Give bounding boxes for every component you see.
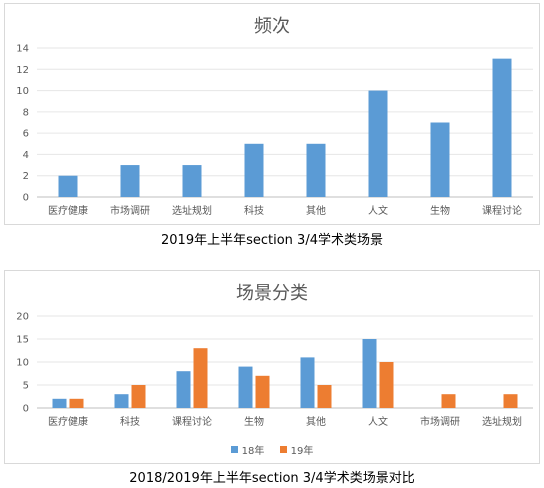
y-tick-label: 10 — [16, 86, 29, 97]
bar — [182, 165, 202, 197]
x-tick-label: 人文 — [368, 415, 388, 428]
y-tick-label: 2 — [23, 171, 29, 182]
bar — [193, 348, 208, 408]
bar — [255, 375, 270, 408]
bar — [69, 398, 84, 408]
bar — [176, 371, 191, 408]
legend: 18年 19年 — [5, 442, 539, 457]
bar — [362, 339, 377, 408]
y-tick-label: 0 — [23, 404, 29, 415]
legend-label: 18年 — [241, 446, 265, 457]
x-tick-label: 其他 — [306, 204, 326, 217]
y-tick-label: 0 — [23, 193, 29, 204]
y-tick-label: 20 — [16, 312, 29, 323]
x-tick-label: 选址规划 — [172, 204, 212, 217]
y-tick-label: 6 — [23, 129, 29, 140]
bar — [441, 394, 456, 408]
legend-swatch — [230, 446, 238, 453]
bar — [120, 165, 140, 197]
x-tick-label: 选址规划 — [482, 415, 522, 428]
bar — [379, 362, 394, 408]
bar — [430, 122, 450, 197]
chart-caption: 2018/2019年上半年section 3/4学术类场景对比 — [129, 471, 415, 486]
bar — [58, 175, 78, 197]
x-tick-label: 生物 — [244, 415, 264, 428]
x-tick-label: 市场调研 — [110, 204, 150, 217]
chart-caption: 2019年上半年section 3/4学术类场景 — [161, 233, 383, 248]
x-tick-label: 科技 — [120, 415, 140, 428]
bar — [244, 143, 264, 197]
chart-scene-comparison-plot: 0 5 10 15 20 医疗健康 科技 课程讨论 生物 其他 人文 市场调研 选址规划 — [16, 312, 533, 428]
x-tick-label: 课程讨论 — [482, 204, 522, 217]
x-tick-label: 其他 — [306, 415, 326, 428]
x-tick-label: 医疗健康 — [48, 204, 88, 217]
bar — [503, 394, 518, 408]
legend-item: 18年 — [230, 442, 265, 457]
x-tick-label: 人文 — [368, 204, 388, 217]
y-tick-label: 8 — [23, 107, 29, 118]
bar — [306, 143, 326, 197]
legend-item: 19年 — [279, 442, 314, 457]
y-tick-label: 4 — [23, 150, 29, 161]
bar — [368, 90, 388, 197]
chart-frequency-plot: 0 2 4 6 8 10 12 14 医疗健康 市场调研 选址规划 科技 其他 人文 生物 课程讨论 — [16, 44, 533, 217]
bar — [300, 357, 315, 408]
x-tick-label: 科技 — [244, 204, 264, 217]
bar — [492, 58, 512, 198]
bar — [52, 398, 67, 408]
y-tick-label: 14 — [16, 44, 29, 55]
y-tick-label: 10 — [16, 358, 29, 369]
y-tick-label: 5 — [23, 381, 29, 392]
chart-scene-comparison: 场景分类 0 5 10 15 20 医疗健康 科技 课程讨论 生物 其他 人文 市场调研 选址规划 18… — [4, 270, 540, 464]
x-tick-label: 生物 — [430, 204, 450, 217]
chart-title: 频次 — [254, 16, 290, 37]
legend-label: 19年 — [290, 446, 314, 457]
y-tick-label: 12 — [16, 65, 29, 76]
legend-swatch — [279, 446, 287, 453]
chart-title: 场景分类 — [236, 283, 308, 304]
bar — [317, 385, 332, 408]
x-tick-label: 市场调研 — [420, 415, 460, 428]
x-tick-label: 课程讨论 — [172, 415, 212, 428]
bar — [238, 366, 253, 408]
y-tick-label: 15 — [16, 335, 29, 346]
x-tick-label: 医疗健康 — [48, 415, 88, 428]
bar — [114, 394, 129, 408]
bar — [131, 385, 146, 408]
chart-frequency: 频次 0 2 4 6 8 10 12 14 医疗健康 市场调研 选址规划 科技 其他 人文 生物 课程讨论 — [4, 3, 540, 225]
